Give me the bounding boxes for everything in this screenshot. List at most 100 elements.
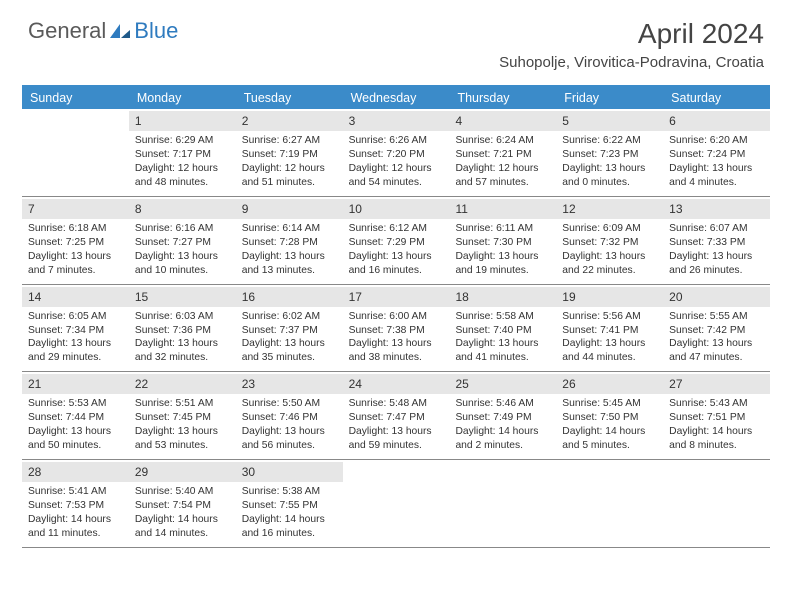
daylight-text: and 56 minutes.: [242, 439, 337, 453]
daylight-text: Daylight: 13 hours: [28, 250, 123, 264]
daylight-text: Daylight: 13 hours: [135, 250, 230, 264]
daylight-text: Daylight: 13 hours: [242, 250, 337, 264]
sunrise-text: Sunrise: 6:11 AM: [455, 222, 550, 236]
daylight-text: and 26 minutes.: [669, 264, 764, 278]
calendar-day-cell: [663, 460, 770, 547]
sunset-text: Sunset: 7:45 PM: [135, 411, 230, 425]
daylight-text: Daylight: 13 hours: [562, 337, 657, 351]
sunrise-text: Sunrise: 5:38 AM: [242, 485, 337, 499]
calendar-day-cell: 17Sunrise: 6:00 AMSunset: 7:38 PMDayligh…: [343, 285, 450, 372]
sunrise-text: Sunrise: 6:00 AM: [349, 310, 444, 324]
sunrise-text: Sunrise: 6:14 AM: [242, 222, 337, 236]
sunset-text: Sunset: 7:49 PM: [455, 411, 550, 425]
sunrise-text: Sunrise: 5:40 AM: [135, 485, 230, 499]
sunset-text: Sunset: 7:54 PM: [135, 499, 230, 513]
sunrise-text: Sunrise: 6:29 AM: [135, 134, 230, 148]
calendar-weekday-header: SundayMondayTuesdayWednesdayThursdayFrid…: [22, 87, 770, 109]
daylight-text: and 10 minutes.: [135, 264, 230, 278]
daylight-text: Daylight: 13 hours: [562, 250, 657, 264]
location-subtitle: Suhopolje, Virovitica-Podravina, Croatia: [499, 54, 764, 71]
daylight-text: and 19 minutes.: [455, 264, 550, 278]
daylight-text: Daylight: 14 hours: [28, 513, 123, 527]
daylight-text: and 44 minutes.: [562, 351, 657, 365]
daylight-text: Daylight: 13 hours: [455, 337, 550, 351]
month-title: April 2024: [499, 18, 764, 50]
day-number: 30: [236, 462, 343, 482]
day-number: 24: [343, 374, 450, 394]
sunset-text: Sunset: 7:29 PM: [349, 236, 444, 250]
sunset-text: Sunset: 7:46 PM: [242, 411, 337, 425]
sunrise-text: Sunrise: 6:22 AM: [562, 134, 657, 148]
daylight-text: and 11 minutes.: [28, 527, 123, 541]
calendar-day-cell: 16Sunrise: 6:02 AMSunset: 7:37 PMDayligh…: [236, 285, 343, 372]
sunset-text: Sunset: 7:34 PM: [28, 324, 123, 338]
sunrise-text: Sunrise: 6:20 AM: [669, 134, 764, 148]
daylight-text: Daylight: 12 hours: [455, 162, 550, 176]
sunrise-text: Sunrise: 5:58 AM: [455, 310, 550, 324]
daylight-text: Daylight: 13 hours: [455, 250, 550, 264]
daylight-text: Daylight: 14 hours: [669, 425, 764, 439]
daylight-text: and 16 minutes.: [242, 527, 337, 541]
sunset-text: Sunset: 7:50 PM: [562, 411, 657, 425]
daylight-text: Daylight: 14 hours: [455, 425, 550, 439]
daylight-text: Daylight: 12 hours: [349, 162, 444, 176]
daylight-text: Daylight: 13 hours: [242, 337, 337, 351]
day-number: 26: [556, 374, 663, 394]
calendar-week-row: 1Sunrise: 6:29 AMSunset: 7:17 PMDaylight…: [22, 109, 770, 197]
day-number: 4: [449, 111, 556, 131]
weekday-header-cell: Saturday: [663, 87, 770, 109]
sunset-text: Sunset: 7:53 PM: [28, 499, 123, 513]
daylight-text: Daylight: 13 hours: [242, 425, 337, 439]
day-number: 14: [22, 287, 129, 307]
sunrise-text: Sunrise: 6:07 AM: [669, 222, 764, 236]
day-number: 6: [663, 111, 770, 131]
sunrise-text: Sunrise: 6:18 AM: [28, 222, 123, 236]
sunset-text: Sunset: 7:20 PM: [349, 148, 444, 162]
day-number: 20: [663, 287, 770, 307]
day-number: 18: [449, 287, 556, 307]
daylight-text: and 32 minutes.: [135, 351, 230, 365]
calendar-day-cell: 10Sunrise: 6:12 AMSunset: 7:29 PMDayligh…: [343, 197, 450, 284]
calendar-day-cell: 30Sunrise: 5:38 AMSunset: 7:55 PMDayligh…: [236, 460, 343, 547]
daylight-text: and 13 minutes.: [242, 264, 337, 278]
sunset-text: Sunset: 7:30 PM: [455, 236, 550, 250]
title-block: April 2024 Suhopolje, Virovitica-Podravi…: [499, 18, 764, 71]
calendar-day-cell: 28Sunrise: 5:41 AMSunset: 7:53 PMDayligh…: [22, 460, 129, 547]
sunset-text: Sunset: 7:32 PM: [562, 236, 657, 250]
sunset-text: Sunset: 7:19 PM: [242, 148, 337, 162]
sunset-text: Sunset: 7:47 PM: [349, 411, 444, 425]
day-number: 27: [663, 374, 770, 394]
calendar-week-row: 21Sunrise: 5:53 AMSunset: 7:44 PMDayligh…: [22, 372, 770, 460]
calendar-day-cell: 20Sunrise: 5:55 AMSunset: 7:42 PMDayligh…: [663, 285, 770, 372]
weekday-header-cell: Tuesday: [236, 87, 343, 109]
calendar-day-cell: 24Sunrise: 5:48 AMSunset: 7:47 PMDayligh…: [343, 372, 450, 459]
calendar-week-row: 7Sunrise: 6:18 AMSunset: 7:25 PMDaylight…: [22, 197, 770, 285]
sunset-text: Sunset: 7:41 PM: [562, 324, 657, 338]
calendar-day-cell: 26Sunrise: 5:45 AMSunset: 7:50 PMDayligh…: [556, 372, 663, 459]
sunset-text: Sunset: 7:51 PM: [669, 411, 764, 425]
weekday-header-cell: Monday: [129, 87, 236, 109]
logo: General Blue: [28, 18, 178, 44]
calendar-day-cell: [449, 460, 556, 547]
calendar-day-cell: 6Sunrise: 6:20 AMSunset: 7:24 PMDaylight…: [663, 109, 770, 196]
daylight-text: Daylight: 13 hours: [349, 337, 444, 351]
calendar-day-cell: 7Sunrise: 6:18 AMSunset: 7:25 PMDaylight…: [22, 197, 129, 284]
calendar-day-cell: 5Sunrise: 6:22 AMSunset: 7:23 PMDaylight…: [556, 109, 663, 196]
day-number: 7: [22, 199, 129, 219]
sunrise-text: Sunrise: 5:55 AM: [669, 310, 764, 324]
daylight-text: Daylight: 14 hours: [135, 513, 230, 527]
day-number: 11: [449, 199, 556, 219]
calendar-day-cell: [556, 460, 663, 547]
daylight-text: Daylight: 13 hours: [562, 162, 657, 176]
calendar-day-cell: 2Sunrise: 6:27 AMSunset: 7:19 PMDaylight…: [236, 109, 343, 196]
daylight-text: and 50 minutes.: [28, 439, 123, 453]
day-number: 23: [236, 374, 343, 394]
sunset-text: Sunset: 7:38 PM: [349, 324, 444, 338]
sunrise-text: Sunrise: 6:27 AM: [242, 134, 337, 148]
daylight-text: Daylight: 13 hours: [349, 250, 444, 264]
day-number: 15: [129, 287, 236, 307]
sunrise-text: Sunrise: 5:43 AM: [669, 397, 764, 411]
calendar-day-cell: 13Sunrise: 6:07 AMSunset: 7:33 PMDayligh…: [663, 197, 770, 284]
daylight-text: Daylight: 13 hours: [669, 162, 764, 176]
daylight-text: Daylight: 13 hours: [28, 337, 123, 351]
